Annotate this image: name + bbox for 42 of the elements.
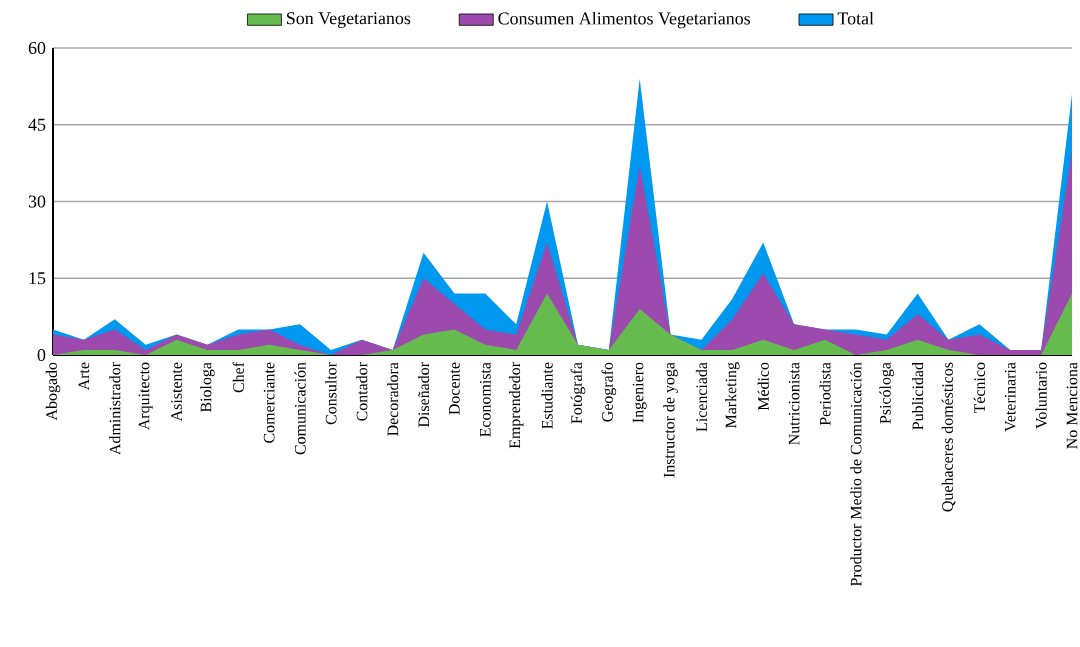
- x-tick-label: Psicóloga: [879, 362, 894, 424]
- x-tick-label: Economista: [479, 362, 491, 437]
- x-tick-label: Voluntario: [1035, 362, 1047, 429]
- x-tick-label: Consultor: [325, 362, 337, 425]
- legend-label: Son Vegetarianos: [287, 12, 411, 28]
- x-tick-label: Contador: [356, 362, 368, 421]
- x-tick-label: Marketing: [725, 362, 740, 428]
- x-tick-label: Estudiante: [541, 362, 553, 429]
- y-tick-label: 0: [37, 348, 46, 362]
- x-tick-label: Asistente: [171, 362, 182, 422]
- x-tick-label: Periodista: [819, 362, 831, 426]
- x-tick-label: Administrador: [109, 362, 121, 455]
- x-tick-label: Instructor de yoga: [663, 362, 678, 478]
- x-tick-label: Docente: [449, 362, 460, 415]
- x-tick-label: Médico: [757, 362, 769, 411]
- x-tick-label: Comunicación: [294, 362, 306, 455]
- x-tick-label: Fotógrafa: [570, 362, 586, 424]
- y-tick-label: 60: [28, 41, 46, 55]
- x-tick-label: Comerciante: [263, 362, 275, 443]
- x-tick-label: Biologa: [200, 362, 215, 413]
- x-tick-label: Veterinaria: [1004, 362, 1016, 432]
- x-tick-label: Ingeniero: [632, 362, 647, 423]
- x-tick-label: Licenciada: [695, 362, 708, 432]
- x-tick-label: Arquitecto: [138, 362, 153, 431]
- x-tick-label: Productor Medio de Comunicación: [850, 362, 862, 587]
- x-tick-label: Arte: [78, 362, 90, 391]
- y-tick-label: 30: [28, 195, 46, 208]
- x-tick-label: Abogado: [45, 362, 61, 421]
- legend-label: Total: [837, 11, 874, 25]
- x-tick-label: Técnico: [973, 362, 985, 414]
- legend-label: Consumen Alimentos Vegetarianos: [498, 11, 751, 29]
- y-tick-label: 45: [28, 118, 46, 131]
- y-tick-label: 15: [29, 272, 46, 285]
- x-tick-label: Geografo: [601, 362, 617, 422]
- x-tick-label: Nutricionista: [788, 362, 800, 445]
- x-tick-label: Diseñador: [417, 362, 430, 428]
- x-tick-label: Publicidad: [912, 362, 924, 430]
- x-tick-label: Chef: [232, 362, 244, 393]
- x-tick-label: Quehaceres domésticos: [941, 362, 956, 512]
- x-tick-label: No Menciona: [1066, 362, 1078, 449]
- x-tick-label: Emprendedor: [508, 362, 524, 449]
- x-tick-label: Decoradora: [387, 362, 399, 436]
